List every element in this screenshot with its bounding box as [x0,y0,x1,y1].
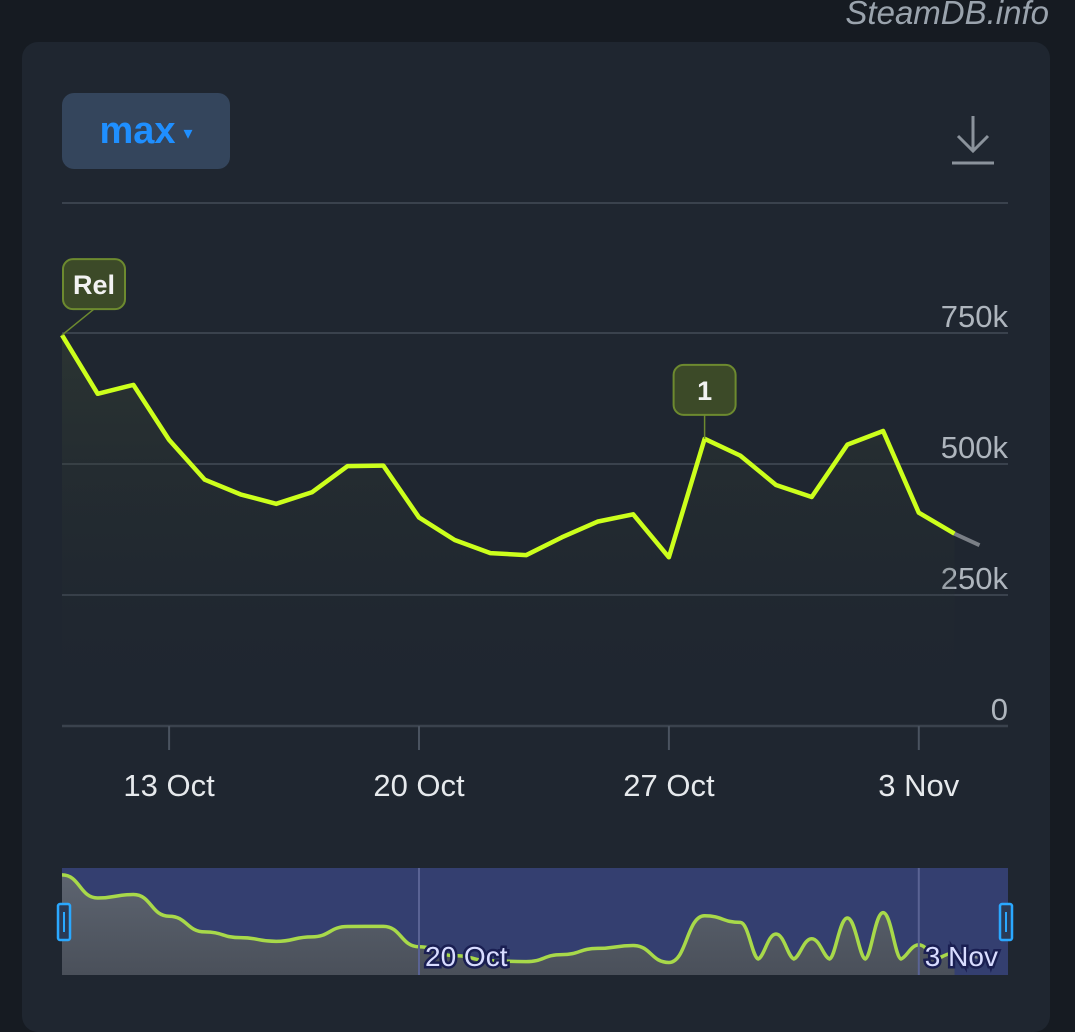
x-tick-label: 13 Oct [123,768,215,803]
range-selector-button[interactable]: max ▾ [62,93,230,169]
navigator-line [61,873,955,965]
caret-down-icon: ▾ [183,122,193,143]
series-area [62,335,955,726]
navigator-partial [954,951,980,960]
y-tick-label: 500k [941,430,1009,465]
navigator-tick-label: 3 Nov [925,941,998,972]
series-line [60,333,956,560]
range-selector-label: max [99,109,176,152]
flag-label: 1 [697,376,712,406]
navigator-right-handle[interactable] [998,902,1014,942]
x-tick-label: 3 Nov [878,768,959,803]
y-tick-label: 750k [941,299,1009,334]
navigator-left-handle[interactable] [56,902,72,942]
x-tick-label: 27 Oct [623,768,715,803]
x-axis: 13 Oct 20 Oct 27 Oct 3 Nov [123,726,960,803]
download-icon[interactable] [948,110,998,170]
flags: Rel 1 [61,258,737,439]
navigator-tick-label: 20 Oct [425,941,508,972]
y-tick-label: 0 [991,692,1008,727]
navigator-area [62,874,955,975]
flag-rel[interactable]: Rel [61,258,126,336]
series-partial-segment [953,531,981,548]
steamdb-watermark: SteamDB.info [845,0,1049,31]
x-tick-label: 20 Oct [373,768,465,803]
navigator[interactable]: 20 Oct 3 Nov [56,868,1014,975]
flag-label: Rel [73,270,115,300]
flag-1[interactable]: 1 [672,363,737,439]
